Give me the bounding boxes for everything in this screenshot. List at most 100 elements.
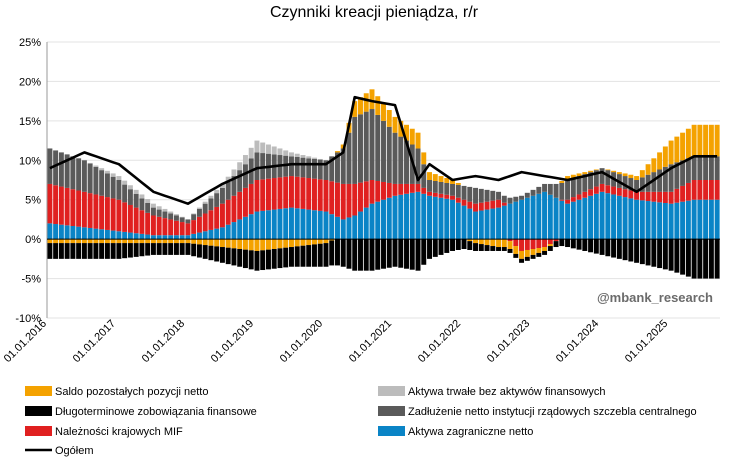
bar-segment bbox=[450, 195, 456, 200]
bar-segment bbox=[168, 239, 174, 244]
bar-segment bbox=[536, 193, 542, 240]
legend-label: Należności krajowych MIF bbox=[55, 426, 183, 438]
bar-segment bbox=[340, 219, 346, 240]
bar-segment bbox=[335, 152, 340, 183]
legend-label: Długoterminowe zobowiązania finansowe bbox=[55, 406, 257, 418]
bar-segment bbox=[444, 178, 450, 183]
bar-segment bbox=[386, 239, 392, 268]
bar-segment bbox=[576, 194, 582, 200]
bar-segment bbox=[473, 243, 479, 251]
bar-segment bbox=[145, 199, 151, 203]
bar-segment bbox=[651, 201, 657, 240]
bar-segment bbox=[467, 186, 473, 202]
legend-swatch bbox=[378, 386, 405, 396]
bar-segment bbox=[185, 219, 191, 224]
bar-segment bbox=[231, 222, 237, 240]
bar-segment bbox=[662, 166, 668, 192]
bar-segment bbox=[490, 246, 496, 251]
bar-segment bbox=[70, 156, 76, 190]
bar-segment bbox=[104, 239, 110, 244]
bar-segment bbox=[335, 216, 340, 240]
bar-segment bbox=[185, 235, 191, 240]
bar-segment bbox=[139, 198, 145, 211]
bar-segment bbox=[306, 209, 312, 240]
bar-segment bbox=[714, 199, 720, 240]
bar-segment bbox=[300, 155, 306, 158]
y-tick-label: -10% bbox=[15, 313, 41, 325]
bar-segment bbox=[478, 188, 484, 203]
bar-segment bbox=[703, 156, 709, 180]
bar-segment bbox=[639, 191, 645, 201]
bar-segment bbox=[478, 210, 484, 240]
bar-segment bbox=[116, 239, 122, 244]
bar-segment bbox=[277, 177, 283, 209]
bar-segment bbox=[703, 124, 709, 157]
bar-segment bbox=[685, 239, 691, 277]
bar-segment bbox=[427, 172, 432, 180]
bar-segment bbox=[697, 156, 703, 180]
bar-segment bbox=[358, 114, 363, 183]
bar-segment bbox=[76, 239, 82, 244]
bar-segment bbox=[162, 218, 168, 236]
bar-segment bbox=[191, 233, 197, 240]
bar-segment bbox=[593, 169, 599, 171]
bar-segment bbox=[513, 246, 519, 254]
bar-segment bbox=[651, 158, 657, 173]
bar-segment bbox=[455, 197, 461, 203]
bar-segment bbox=[392, 116, 398, 133]
bar-segment bbox=[369, 239, 375, 271]
bar-segment bbox=[513, 201, 519, 240]
bar-segment bbox=[708, 199, 714, 240]
bar-segment bbox=[381, 199, 386, 240]
bar-segment bbox=[553, 241, 559, 248]
bar-segment bbox=[47, 183, 53, 224]
bar-segment bbox=[104, 173, 110, 198]
bar-segment bbox=[444, 198, 450, 240]
bar-segment bbox=[99, 170, 105, 196]
bar-segment bbox=[150, 243, 156, 255]
bar-segment bbox=[242, 249, 248, 269]
bar-segment bbox=[127, 239, 133, 244]
bar-segment bbox=[501, 195, 507, 203]
bar-segment bbox=[611, 194, 617, 240]
bar-segment bbox=[524, 249, 530, 257]
bar-segment bbox=[386, 126, 392, 183]
bar-segment bbox=[150, 215, 156, 236]
bar-segment bbox=[173, 243, 179, 255]
bar-segment bbox=[461, 185, 467, 200]
bar-segment bbox=[87, 243, 93, 259]
bar-segment bbox=[369, 89, 375, 110]
bar-segment bbox=[375, 114, 381, 181]
bar-segment bbox=[622, 176, 628, 190]
x-tick-label: 01.01.2017 bbox=[71, 318, 118, 365]
bar-segment bbox=[519, 195, 525, 200]
bar-segment bbox=[530, 254, 536, 259]
bar-segment bbox=[358, 239, 363, 271]
bar-segment bbox=[116, 231, 122, 240]
bar-segment bbox=[202, 201, 208, 204]
bar-segment bbox=[415, 183, 421, 192]
bar-segment bbox=[605, 193, 611, 240]
bar-segment bbox=[605, 185, 611, 194]
bar-segment bbox=[191, 239, 197, 244]
bar-segment bbox=[294, 208, 300, 240]
bar-segment bbox=[225, 224, 231, 240]
bar-segment bbox=[576, 173, 582, 177]
bar-segment bbox=[156, 216, 162, 236]
bar-segment bbox=[352, 116, 358, 184]
bar-segment bbox=[145, 203, 151, 213]
bar-segment bbox=[283, 208, 289, 240]
bar-segment bbox=[386, 110, 392, 127]
bar-segment bbox=[70, 189, 76, 226]
bar-segment bbox=[168, 235, 174, 240]
bar-segment bbox=[133, 239, 139, 244]
bar-segment bbox=[248, 183, 254, 215]
bar-segment bbox=[288, 156, 294, 177]
bar-segment bbox=[242, 164, 248, 188]
bar-segment bbox=[58, 152, 64, 187]
bar-segment bbox=[375, 96, 381, 115]
bar-segment bbox=[288, 207, 294, 240]
bar-segment bbox=[651, 191, 657, 202]
bar-segment bbox=[547, 246, 553, 251]
bar-segment bbox=[139, 239, 145, 244]
